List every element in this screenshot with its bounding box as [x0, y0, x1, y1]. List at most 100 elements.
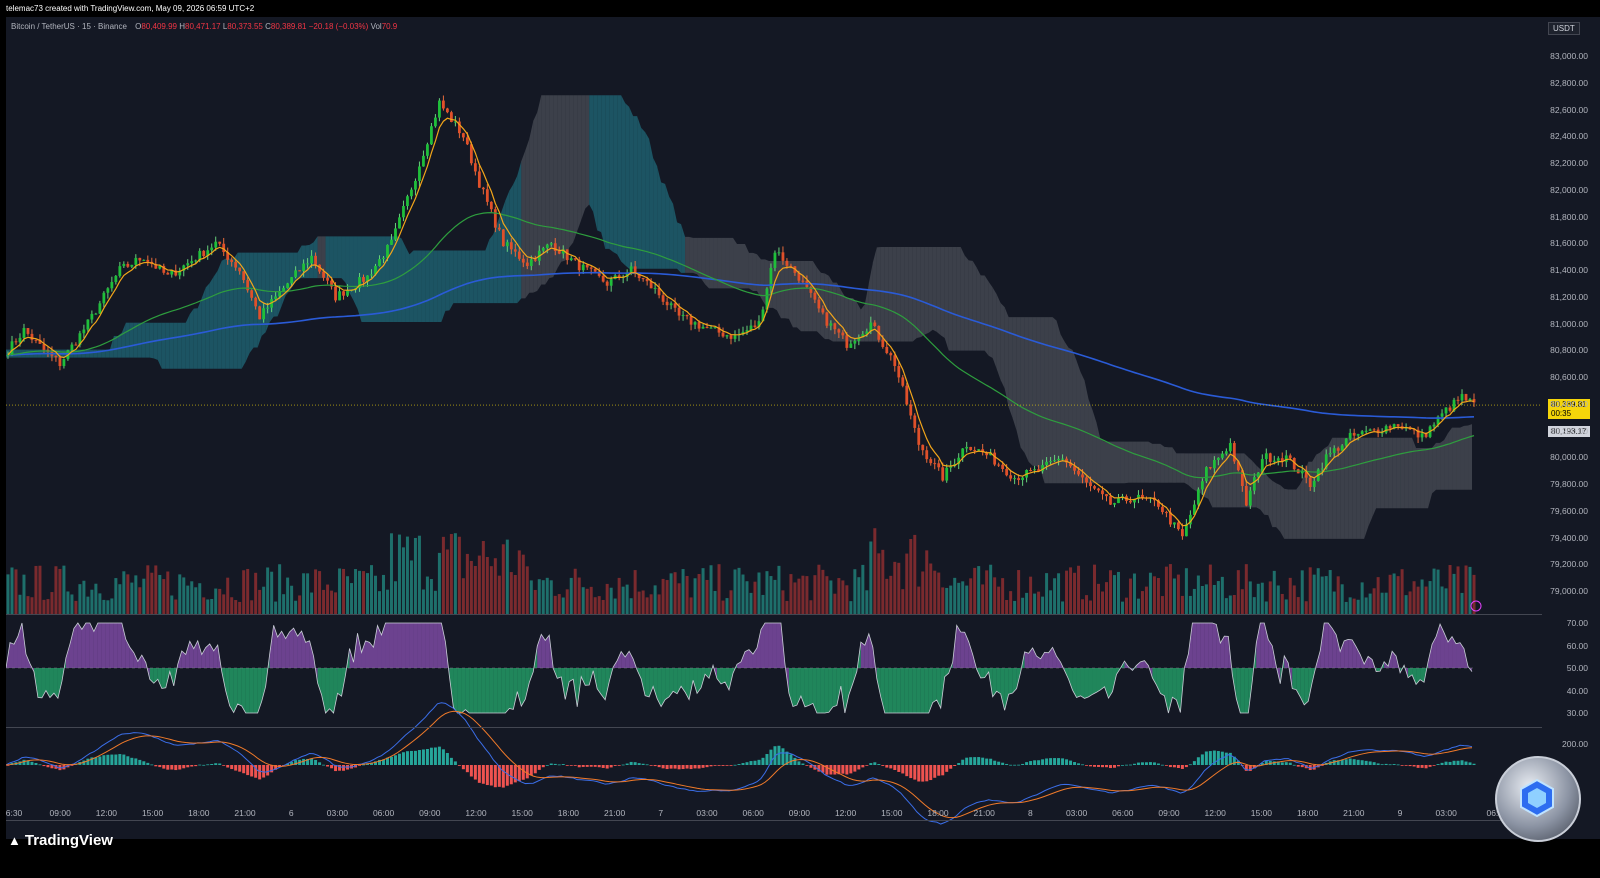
- volume-bar: [1081, 599, 1085, 614]
- macd-histogram-bar: [521, 765, 525, 780]
- volume-bar: [885, 578, 889, 614]
- cloud-segment: [1136, 441, 1141, 483]
- rsi-fill: [1136, 661, 1141, 668]
- macd-histogram-bar: [238, 765, 242, 772]
- macd-histogram-bar: [1196, 757, 1200, 765]
- candle-body: [54, 355, 58, 358]
- volume-bar: [154, 565, 158, 614]
- rsi-fill: [1224, 636, 1229, 668]
- volume-bar: [541, 580, 545, 614]
- chart-svg: [6, 95, 1542, 825]
- candle-body: [414, 180, 417, 190]
- candle-body: [1300, 470, 1304, 474]
- cloud-segment: [149, 322, 154, 359]
- macd-histogram-bar: [1081, 764, 1085, 766]
- volume-bar: [190, 581, 194, 614]
- rsi-fill: [1000, 668, 1005, 711]
- volume-bar: [62, 565, 66, 614]
- candle-body: [993, 452, 997, 465]
- volume-bar: [1220, 576, 1224, 614]
- chart-plot-area[interactable]: [6, 17, 1542, 839]
- signal-line: [6, 710, 1473, 819]
- time-tick-label: 09:00: [788, 808, 811, 818]
- volume-bar: [1192, 588, 1196, 614]
- cloud-segment: [1192, 453, 1197, 492]
- rsi-fill: [1172, 668, 1177, 700]
- volume-bar: [385, 589, 389, 614]
- volume-bar: [1348, 597, 1352, 614]
- volume-bar: [953, 577, 957, 614]
- volume-bar: [46, 599, 50, 614]
- macd-histogram-bar: [1212, 750, 1216, 765]
- cloud-segment: [1112, 441, 1117, 484]
- currency-button[interactable]: USDT: [1548, 22, 1580, 35]
- cloud-segment: [1140, 441, 1145, 483]
- rsi-fill: [944, 668, 949, 677]
- cloud-segment: [884, 246, 889, 342]
- macd-histogram-bar: [138, 759, 142, 765]
- volume-bar: [214, 588, 218, 614]
- cloud-segment: [1072, 349, 1077, 484]
- candle-body: [533, 259, 537, 261]
- cloud-segment: [565, 95, 570, 261]
- macd-histogram-bar: [198, 764, 202, 766]
- price-tick-label: 80,800.00: [1550, 345, 1588, 356]
- rsi-fill: [1072, 668, 1077, 698]
- cloud-segment: [225, 258, 230, 369]
- macd-histogram-bar: [801, 763, 805, 765]
- rsi-fill: [1200, 623, 1205, 668]
- rsi-fill: [357, 633, 362, 668]
- rsi-fill: [129, 647, 134, 668]
- pane-separator-macd[interactable]: [6, 727, 1542, 728]
- macd-histogram-bar: [385, 757, 389, 765]
- cloud-segment: [1464, 425, 1469, 490]
- cloud-segment: [537, 95, 542, 291]
- macd-histogram-bar: [1456, 760, 1460, 765]
- macd-histogram-bar: [541, 765, 545, 768]
- macd-histogram-bar: [377, 759, 381, 765]
- rsi-fill: [1412, 668, 1417, 685]
- rsi-fill: [896, 668, 901, 713]
- cloud-segment: [748, 252, 753, 291]
- macd-histogram-bar: [1069, 760, 1073, 765]
- ma-price-tag: 80,193.17: [1548, 426, 1590, 437]
- macd-histogram-bar: [290, 761, 294, 765]
- price-tick-label: 81,200.00: [1550, 291, 1588, 302]
- macd-histogram-bar: [1116, 765, 1120, 767]
- rsi-fill: [1324, 623, 1329, 668]
- candle-body: [1129, 500, 1132, 503]
- candle-body: [857, 337, 861, 341]
- volume-bar: [425, 576, 429, 614]
- macd-histogram-bar: [609, 765, 613, 768]
- volume-bar: [1041, 596, 1045, 614]
- cloud-segment: [649, 138, 654, 269]
- macd-histogram-bar: [1188, 764, 1192, 766]
- macd-histogram-bar: [997, 761, 1001, 765]
- candle-body: [82, 329, 86, 334]
- time-tick-label: 21:00: [603, 808, 626, 818]
- pane-separator-rsi[interactable]: [6, 614, 1542, 615]
- cloud-segment: [401, 238, 406, 322]
- macd-histogram-bar: [593, 765, 597, 767]
- candle-body: [869, 322, 873, 332]
- candle-body: [274, 296, 278, 300]
- cloud-segment: [405, 246, 410, 322]
- volume-bar: [70, 594, 74, 614]
- volume-bar: [1412, 581, 1416, 614]
- candle-body: [1204, 467, 1208, 482]
- candle-body: [1388, 426, 1392, 429]
- time-tick-label: 15:00: [511, 808, 533, 818]
- time-tick-label: 12:00: [834, 808, 857, 818]
- rsi-fill: [932, 668, 937, 703]
- volume-bar: [665, 580, 669, 614]
- volume-bar: [505, 539, 509, 614]
- volume-bar: [1404, 595, 1408, 614]
- rsi-fill: [1444, 632, 1449, 668]
- volume-bar: [817, 564, 821, 614]
- volume-bar: [513, 574, 517, 614]
- candle-body: [705, 326, 709, 328]
- cloud-segment: [968, 260, 973, 351]
- candle-body: [262, 308, 266, 320]
- rsi-fill: [597, 668, 602, 695]
- cloud-segment: [1460, 425, 1465, 490]
